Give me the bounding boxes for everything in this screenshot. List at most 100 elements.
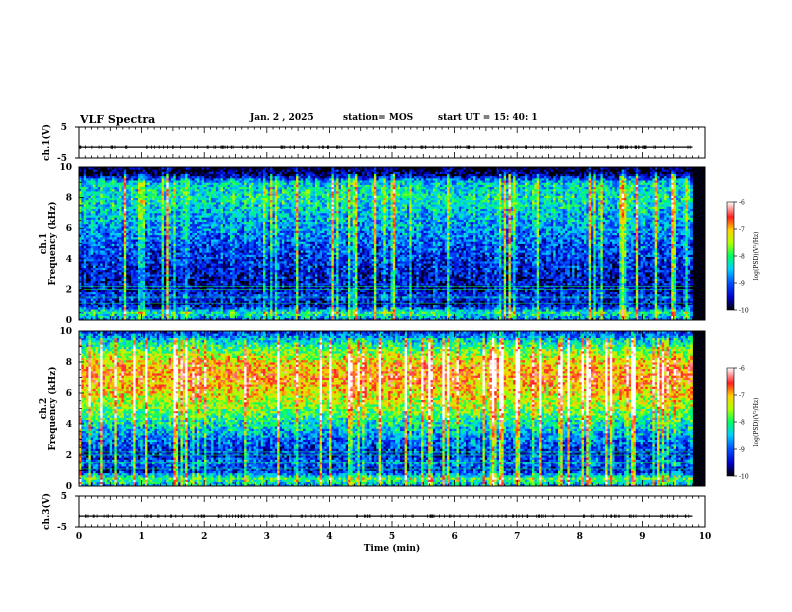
ch1-spectrogram-cell	[83, 271, 87, 275]
ch1-spectrogram-cell	[149, 269, 153, 273]
ch1-spectrogram-cell	[97, 315, 101, 319]
ch1-spectrogram-cell	[121, 291, 125, 295]
ch1-spectrogram-cell	[114, 182, 118, 185]
ch1-spectrogram-cell	[95, 274, 99, 277]
ch1-spectrogram-cell	[137, 260, 141, 264]
ch1-spectrogram-cell	[116, 236, 120, 240]
ch1-spectrogram-cell	[133, 311, 137, 314]
ch1-spectrogram-cell	[102, 197, 106, 201]
ch1-spectrogram-cell	[126, 184, 129, 188]
ch1-spectrogram-cell	[123, 245, 127, 249]
ch1-spectrogram-cell	[135, 239, 139, 242]
ch1-spectrogram-cell	[81, 236, 85, 240]
ch1-spectrogram-cell	[86, 315, 89, 319]
ch1-spectrogram-cell	[100, 226, 103, 229]
ch1-spectrogram-cell	[135, 212, 139, 216]
ch1-spectrogram-cell	[104, 287, 108, 290]
ch1-spectrogram-cell	[102, 195, 106, 198]
ch1-spectrogram-cell	[119, 258, 122, 262]
ch1-spectrogram-cell	[104, 191, 108, 194]
ch1-spectrogram-cell	[126, 175, 129, 179]
ch1-spectrogram-cell	[123, 278, 127, 282]
ch1-spectrogram-cell	[116, 311, 120, 314]
ch1-spectrogram-cell	[86, 263, 89, 266]
ch1-spectrogram-cell	[79, 195, 82, 198]
ch1-spectrogram-cell	[133, 195, 137, 198]
ch1-spectrogram-cell	[123, 184, 127, 188]
ch1-spectrogram-cell	[137, 195, 141, 198]
ch1-spectrogram-cell	[109, 293, 113, 297]
ch1-spectrogram-cell	[119, 265, 122, 268]
ch1-spectrogram-cell	[114, 291, 118, 295]
ch1-spectrogram-cell	[90, 311, 94, 314]
ch1-spectrogram-cell	[83, 191, 87, 194]
ch1-spectrogram-cell	[116, 234, 120, 238]
ch1-spectrogram-cell	[121, 197, 125, 201]
ch1-spectrogram-cell	[147, 241, 151, 244]
ch1-spectrogram-cell	[123, 267, 127, 271]
ch1-spectrogram-cell	[147, 208, 151, 212]
ch1-spectrogram-cell	[147, 193, 151, 196]
ch1-spectrogram-cell	[133, 197, 137, 201]
ch1-spectrogram-cell	[114, 239, 118, 242]
ch1-spectrogram-cell	[130, 239, 134, 242]
ch1-spectrogram-cell	[93, 267, 96, 271]
ch1-spectrogram-cell	[81, 206, 85, 209]
ch1-spectrogram-cell	[140, 182, 144, 185]
ch1-spectrogram-cell	[135, 208, 139, 212]
ch1-spectrogram-cell	[83, 315, 87, 319]
ch1-spectrogram-cell	[109, 184, 113, 188]
ch1-spectrogram-cell	[147, 175, 151, 179]
ch1-spectrogram-cell	[145, 180, 148, 183]
ch1-spectrogram-cell	[109, 169, 113, 172]
ch1-spectrogram-cell	[135, 252, 139, 255]
ch1-spectrogram-cell	[116, 173, 120, 177]
ch1-spectrogram-cell	[109, 282, 113, 286]
ch1-spectrogram-cell	[128, 239, 132, 242]
ch1-spectrogram-cell	[95, 208, 99, 212]
ch1-spectrogram-cell	[142, 311, 146, 314]
ch1-spectrogram-cell	[100, 201, 103, 205]
ch1-spectrogram-cell	[88, 265, 92, 268]
ch1-spectrogram-cell	[95, 293, 99, 297]
ch1-spectrogram-cell	[121, 195, 125, 198]
ch1-spectrogram-cell	[95, 300, 99, 303]
ch1-spectrogram-cell	[114, 243, 118, 247]
ch1-spectrogram-cell	[90, 317, 94, 320]
ch1-spectrogram-cell	[79, 256, 82, 260]
ch1-spectrogram-cell	[130, 177, 134, 181]
ch1-spectrogram-cell	[126, 206, 129, 209]
ch1-spectrogram-cell	[147, 212, 151, 216]
ch1-spectrogram-cell	[135, 223, 139, 227]
ch1-spectrogram-cell	[95, 263, 99, 266]
ch1-spectrogram-cell	[97, 188, 101, 192]
ch1-spectrogram-cell	[126, 169, 129, 172]
ch1-spectrogram-cell	[116, 193, 120, 196]
ch1-spectrogram-cell	[104, 317, 108, 320]
ch1-spectrogram-cell	[142, 217, 146, 220]
ch1-spectrogram-cell	[102, 289, 106, 292]
ch1-spectrogram-cell	[83, 243, 87, 247]
ch1-spectrogram-cell	[100, 204, 103, 207]
ch1-spectrogram-cell	[86, 276, 89, 279]
ch1-spectrogram-cell	[126, 243, 129, 247]
ch1-spectrogram-cell	[142, 173, 146, 177]
ch1-spectrogram-cell	[133, 206, 137, 209]
ch1-spectrogram-cell	[142, 317, 146, 320]
ch1-spectrogram-cell	[135, 226, 139, 229]
ch1-spectrogram-cell	[100, 265, 103, 268]
ch1-spectrogram-cell	[135, 243, 139, 247]
ch1-spectrogram-cell	[95, 201, 99, 205]
ch1-spectrogram-cell	[79, 169, 82, 172]
ch1-spectrogram-cell	[79, 223, 82, 227]
ch1-spectrogram-cell	[137, 169, 141, 172]
ch1-spectrogram-cell	[109, 219, 113, 223]
ch1-spectrogram-cell	[95, 260, 99, 264]
ch1-spectrogram-cell	[140, 226, 144, 229]
ch1-spectrogram-cell	[114, 252, 118, 255]
ch1-spectrogram-cell	[100, 245, 103, 249]
ch1-spectrogram-cell	[128, 175, 132, 179]
ch1-spectrogram-cell	[97, 258, 101, 262]
ch1-spectrogram-cell	[109, 315, 113, 319]
ch1-spectrogram-cell	[133, 274, 137, 277]
